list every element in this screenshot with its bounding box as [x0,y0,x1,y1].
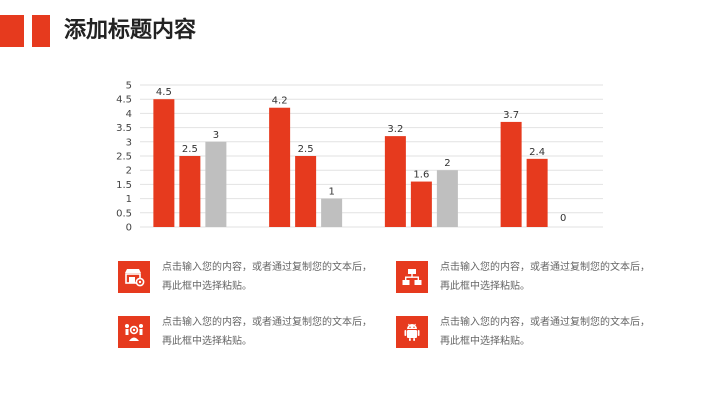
bar [384,136,406,227]
feature-item-3: 点击输入您的内容，或者通过复制您的文本后，再此框中选择粘贴。 [118,313,378,353]
data-label: 0 [560,213,566,224]
data-label: 2.5 [298,144,314,155]
bar [410,181,432,227]
chart-data-labels: 4.5 2.5 3 4.2 2.5 1 3.2 1.6 2 3.7 2.4 0 [156,87,566,224]
bar [179,156,201,227]
shop-gear-icon [118,261,150,293]
feature-item-2: 点击输入您的内容，或者通过复制您的文本后，再此框中选择粘贴。 [396,258,656,298]
y-tick-label: 2 [126,166,132,177]
header-accent-bar-right [32,15,50,47]
bar [295,156,317,227]
team-gear-icon [118,316,150,348]
y-tick-label: 3 [126,137,132,148]
feature-text: 点击输入您的内容，或者通过复制您的文本后，再此框中选择粘贴。 [162,262,372,292]
feature-text: 点击输入您的内容，或者通过复制您的文本后，再此框中选择粘贴。 [440,262,650,292]
data-label: 1 [328,187,334,198]
data-label: 1.6 [413,170,429,181]
bar [500,121,522,227]
network-icon [396,261,428,293]
data-label: 2 [444,158,450,169]
bar [153,99,175,227]
y-tick-label: 4.5 [116,95,132,106]
bar [436,170,458,227]
y-tick-label: 1 [126,194,132,205]
chart-y-axis: 0 0.5 1 1.5 2 2.5 3 3.5 4 4.5 5 [116,81,132,234]
data-label: 2.4 [529,147,545,158]
header-accent-bar-left [0,15,24,47]
bar [526,158,548,227]
chart-bars [153,99,548,227]
bar-chart: 0 0.5 1 1.5 2 2.5 3 3.5 4 4.5 5 4.5 2.5 3 4.2 2.5 1 3.2 1… [116,81,603,234]
y-tick-label: 1.5 [116,180,132,191]
page-title: 添加标题内容 [64,18,197,43]
data-label: 3.7 [503,110,519,121]
data-label: 4.2 [272,96,288,107]
y-tick-label: 2.5 [116,152,132,163]
bar [321,198,343,227]
data-label: 3 [213,130,219,141]
y-tick-label: 5 [126,81,132,92]
bar [205,141,227,227]
y-tick-label: 3.5 [116,123,132,134]
data-label: 2.5 [182,144,198,155]
android-icon [396,316,428,348]
y-tick-label: 4 [126,109,132,120]
y-tick-label: 0.5 [116,208,132,219]
feature-text: 点击输入您的内容，或者通过复制您的文本后，再此框中选择粘贴。 [162,317,372,347]
feature-item-4: 点击输入您的内容，或者通过复制您的文本后，再此框中选择粘贴。 [396,313,656,353]
data-label: 3.2 [387,124,403,135]
feature-item-1: 点击输入您的内容，或者通过复制您的文本后，再此框中选择粘贴。 [118,258,378,298]
feature-text: 点击输入您的内容，或者通过复制您的文本后，再此框中选择粘贴。 [440,317,650,347]
bar [269,107,291,227]
y-tick-label: 0 [126,223,132,234]
data-label: 4.5 [156,87,172,98]
